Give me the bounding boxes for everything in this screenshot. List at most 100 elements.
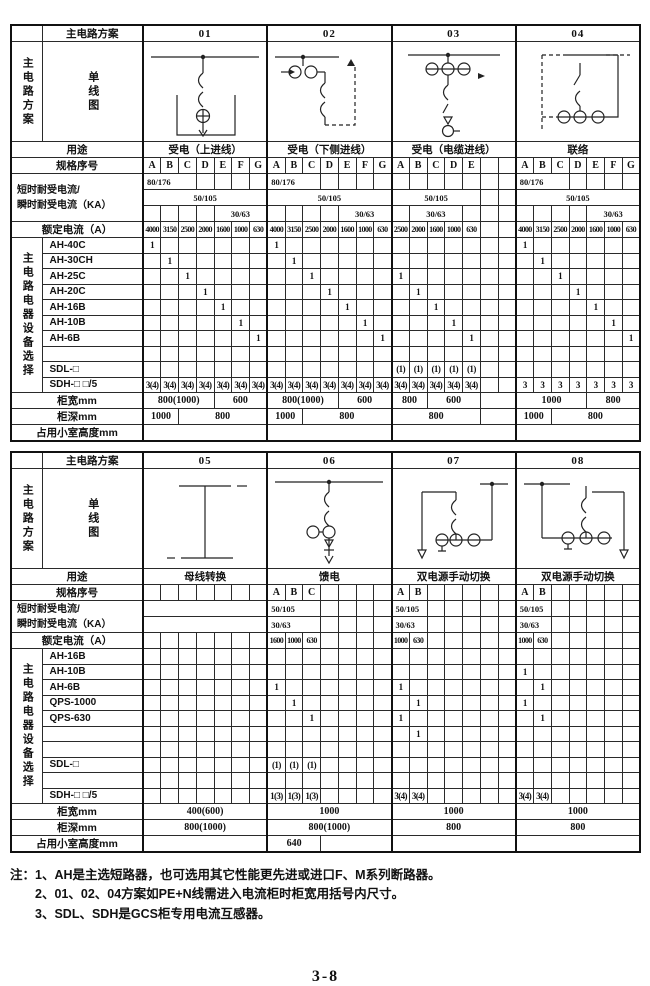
- device-qty-cell: [195, 330, 215, 347]
- device-qty-cell: [373, 648, 392, 665]
- device-section-vertical: 主电路电器设备选择: [21, 663, 34, 789]
- withstand-value: [550, 616, 570, 633]
- withstand-value: [568, 616, 588, 633]
- device-qty-cell: [320, 361, 339, 378]
- device-qty-cell: [550, 756, 570, 773]
- withstand-value: 50/105: [514, 600, 552, 617]
- scheme-diagram: [266, 468, 393, 569]
- device-qty-cell: [355, 237, 375, 254]
- device-qty-cell: [178, 237, 197, 254]
- device-qty-cell: [213, 283, 233, 300]
- device-qty-cell: [497, 648, 517, 665]
- device-label: [41, 741, 144, 758]
- device-qty-cell: [586, 694, 605, 711]
- spec-cell: E: [337, 157, 357, 174]
- spec-cell: [479, 157, 499, 174]
- device-section-vertical: 主电路电器设备选择: [21, 252, 34, 378]
- device-qty-cell: [195, 268, 215, 285]
- cabinet-depth-value: [479, 408, 517, 425]
- withstand-value: [213, 173, 233, 190]
- device-qty-cell: [266, 299, 286, 316]
- cabinet-width-value: 800: [390, 392, 428, 409]
- device-qty-cell: [533, 361, 552, 378]
- device-qty-cell: [213, 237, 233, 254]
- device-qty-cell: [514, 361, 534, 378]
- device-qty-cell: [266, 268, 286, 285]
- device-qty-cell: [231, 361, 250, 378]
- device-qty-cell: 3: [568, 376, 588, 393]
- device-qty-cell: [497, 345, 517, 362]
- device-qty-cell: 3(4): [408, 376, 428, 393]
- device-qty-cell: [390, 741, 410, 758]
- spec-cell: E: [586, 157, 605, 174]
- spec-cell: [444, 584, 463, 601]
- device-qty-cell: [497, 725, 517, 742]
- withstand-value: [141, 600, 268, 617]
- device-qty-cell: 3(4): [195, 376, 215, 393]
- spec-cell: A: [266, 157, 286, 174]
- device-qty-cell: [497, 283, 517, 300]
- spec-cell: C: [426, 157, 446, 174]
- device-qty-cell: [408, 648, 428, 665]
- device-qty-cell: [266, 741, 286, 758]
- device-qty-cell: [142, 268, 162, 285]
- spec-cell: G: [621, 157, 641, 174]
- device-qty-cell: 3(4): [373, 376, 392, 393]
- device-qty-cell: [568, 237, 588, 254]
- cabinet-width-value: 1000: [514, 392, 588, 409]
- device-qty-cell: [337, 787, 357, 804]
- rated-current-value: 630: [408, 632, 428, 649]
- device-qty-cell: [479, 345, 499, 362]
- device-qty-cell: (1): [390, 361, 410, 378]
- device-qty-cell: [195, 679, 215, 696]
- device-qty-cell: [231, 772, 250, 789]
- device-qty-cell: [355, 268, 375, 285]
- device-qty-cell: [178, 710, 197, 727]
- withstand-value: [479, 205, 499, 222]
- device-qty-cell: [550, 787, 570, 804]
- device-qty-cell: 3(4): [337, 376, 357, 393]
- rated-current-value: 4000: [142, 221, 162, 238]
- spec-cell: [550, 584, 570, 601]
- device-qty-cell: 3: [621, 376, 641, 393]
- rated-current-value: 1000: [604, 221, 623, 238]
- device-qty-cell: 1: [408, 283, 428, 300]
- device-qty-cell: [533, 663, 552, 680]
- withstand-value: [284, 205, 304, 222]
- rated-current-value: [444, 632, 463, 649]
- device-qty-cell: [533, 741, 552, 758]
- room-height-value: [141, 835, 268, 853]
- cabinet-width-value: 600: [337, 392, 393, 409]
- withstand-value: [462, 205, 481, 222]
- device-qty-cell: [178, 756, 197, 773]
- device-qty-cell: [479, 237, 499, 254]
- spec-cell: C: [550, 157, 570, 174]
- device-qty-cell: [178, 283, 197, 300]
- device-qty-cell: [408, 772, 428, 789]
- device-qty-cell: [533, 268, 552, 285]
- device-qty-cell: [586, 710, 605, 727]
- device-qty-cell: [390, 345, 410, 362]
- device-qty-cell: 1: [550, 268, 570, 285]
- device-qty-cell: [568, 648, 588, 665]
- device-qty-cell: [533, 725, 552, 742]
- device-qty-cell: [462, 648, 481, 665]
- device-qty-cell: [302, 725, 321, 742]
- device-qty-cell: 3: [533, 376, 552, 393]
- device-qty-cell: [586, 330, 605, 347]
- device-qty-cell: [479, 361, 499, 378]
- device-qty-cell: [408, 268, 428, 285]
- device-qty-cell: [142, 710, 162, 727]
- device-qty-cell: [408, 237, 428, 254]
- withstand-value: [621, 616, 641, 633]
- withstand-value: [497, 205, 517, 222]
- device-qty-cell: 3(4): [444, 376, 463, 393]
- withstand-value: 30/63: [266, 616, 322, 633]
- device-qty-cell: [249, 648, 268, 665]
- device-qty-cell: [249, 345, 268, 362]
- scheme-id: 05: [141, 451, 268, 469]
- device-qty-cell: 1: [195, 283, 215, 300]
- device-qty-cell: [266, 648, 286, 665]
- device-qty-cell: [444, 648, 463, 665]
